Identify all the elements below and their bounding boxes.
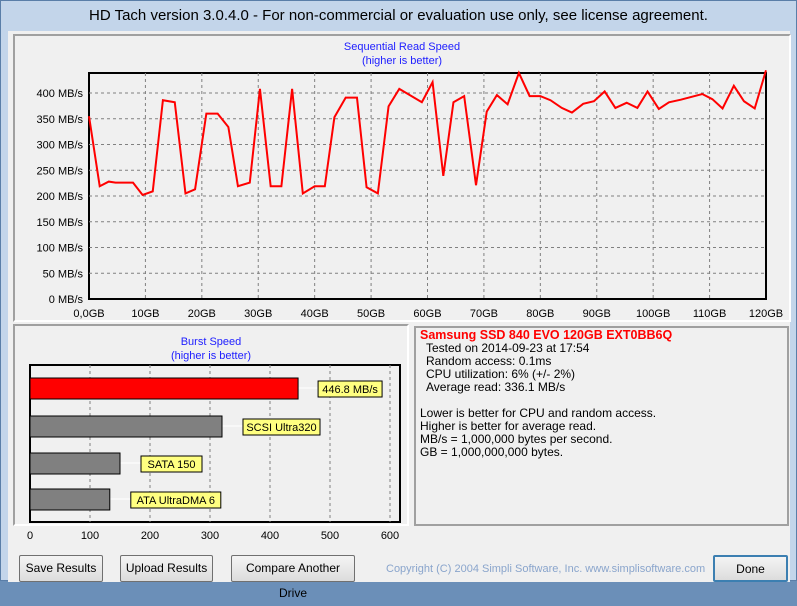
bar-label-box [242, 418, 321, 436]
sequential-read-chart: 0 MB/s 50 MB/s 100 MB/s 150 MB/s 200 MB/s 250… [27, 70, 783, 542]
burst-tick-label: 200 [141, 530, 159, 542]
x-tick-label: 110GB [693, 308, 726, 320]
y-tick-label: 150 MB/s [37, 217, 84, 229]
bar-label: ATA UltraDMA 6 [137, 495, 215, 507]
burst-tick-label: 500 [321, 530, 339, 542]
upload-results-button[interactable]: Upload Results [120, 555, 213, 582]
x-tick-label: 10GB [131, 308, 159, 320]
x-tick-label: 50GB [357, 308, 385, 320]
x-tick-label: 60GB [413, 308, 441, 320]
x-tick-label: 80GB [526, 308, 554, 320]
y-tick-label: 300 MB/s [37, 140, 84, 152]
burst-tick-label: 600 [381, 530, 399, 542]
burst-tick-label: 100 [81, 530, 99, 542]
results-info-panel: Samsung SSD 840 EVO 120GB EXT0BB6Q Teste… [414, 326, 789, 526]
note: Higher is better for average read. [420, 419, 597, 433]
bar-label: 446.8 MB/s [322, 384, 378, 396]
burst-tick-label: 0 [27, 530, 33, 542]
note: Lower is better for CPU and random acces… [420, 406, 657, 420]
note: MB/s = 1,000,000 bytes per second. [420, 432, 613, 446]
window-title: HD Tach version 3.0.4.0 - For non-commer… [89, 7, 708, 24]
bar-label-box [130, 491, 222, 509]
y-tick-label: 250 MB/s [37, 165, 84, 177]
x-tick-label: 40GB [301, 308, 329, 320]
y-tick-label: 100 MB/s [37, 243, 84, 255]
burst-tick-label: 400 [261, 530, 279, 542]
burst-bar [29, 488, 111, 511]
burst-bar [29, 377, 299, 400]
x-tick-label: 0,0GB [73, 308, 104, 320]
bar-label-box [317, 380, 383, 398]
x-tick-label: 30GB [244, 308, 272, 320]
x-tick-label: 70GB [470, 308, 498, 320]
burst-tick-label: 300 [201, 530, 219, 542]
drive-name: Samsung SSD 840 EVO 120GB EXT0BB6Q [420, 328, 673, 342]
y-tick-label: 200 MB/s [37, 191, 84, 203]
x-tick-label: 100GB [636, 308, 670, 320]
x-tick-label: 120GB [749, 308, 783, 320]
y-tick-label: 0 MB/s [49, 294, 84, 306]
y-tick-label: 50 MB/s [43, 268, 84, 280]
burst-bar [29, 415, 223, 438]
random-access: Random access: 0.1ms [426, 354, 552, 368]
bar-label: SATA 150 [148, 459, 196, 471]
compare-another-drive-button[interactable]: Compare Another Drive [231, 555, 355, 600]
y-tick-label: 350 MB/s [37, 114, 84, 126]
bar-label-box [140, 455, 203, 473]
burst-chart-subtitle: (higher is better) [170, 350, 252, 362]
x-tick-label: 20GB [188, 308, 216, 320]
read-speed-line [88, 70, 767, 197]
average-read: Average read: 336.1 MB/s [426, 380, 566, 394]
x-tick-label: 90GB [583, 308, 611, 320]
note: GB = 1,000,000,000 bytes. [420, 445, 564, 459]
seq-chart-subtitle: (higher is better) [361, 55, 443, 67]
burst-chart-title: Burst Speed [180, 336, 242, 348]
tested-on: Tested on 2014-09-23 at 17:54 [426, 341, 590, 355]
save-results-button[interactable]: Save Results [19, 555, 103, 582]
seq-chart-title: Sequential Read Speed [343, 41, 461, 53]
burst-bar [29, 452, 121, 475]
copyright-link[interactable]: Copyright (C) 2004 Simpli Software, Inc.… [386, 563, 706, 575]
bar-label: SCSI Ultra320 [246, 422, 316, 434]
y-tick-label: 400 MB/s [37, 88, 84, 100]
cpu-utilization: CPU utilization: 6% (+/- 2%) [426, 367, 576, 381]
